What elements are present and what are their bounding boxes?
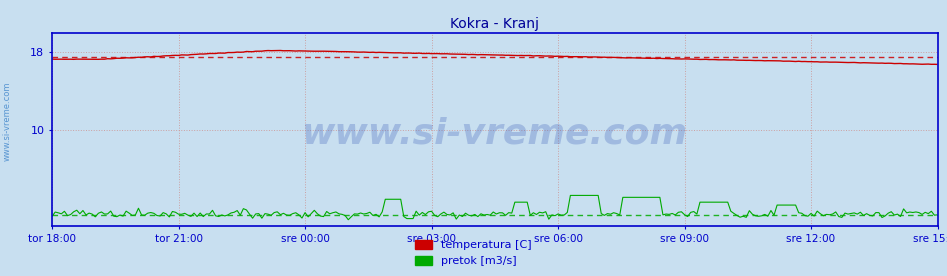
Text: www.si-vreme.com: www.si-vreme.com [302,116,688,151]
Title: Kokra - Kranj: Kokra - Kranj [451,17,539,31]
Text: www.si-vreme.com: www.si-vreme.com [3,82,12,161]
Legend: temperatura [C], pretok [m3/s]: temperatura [C], pretok [m3/s] [411,235,536,270]
